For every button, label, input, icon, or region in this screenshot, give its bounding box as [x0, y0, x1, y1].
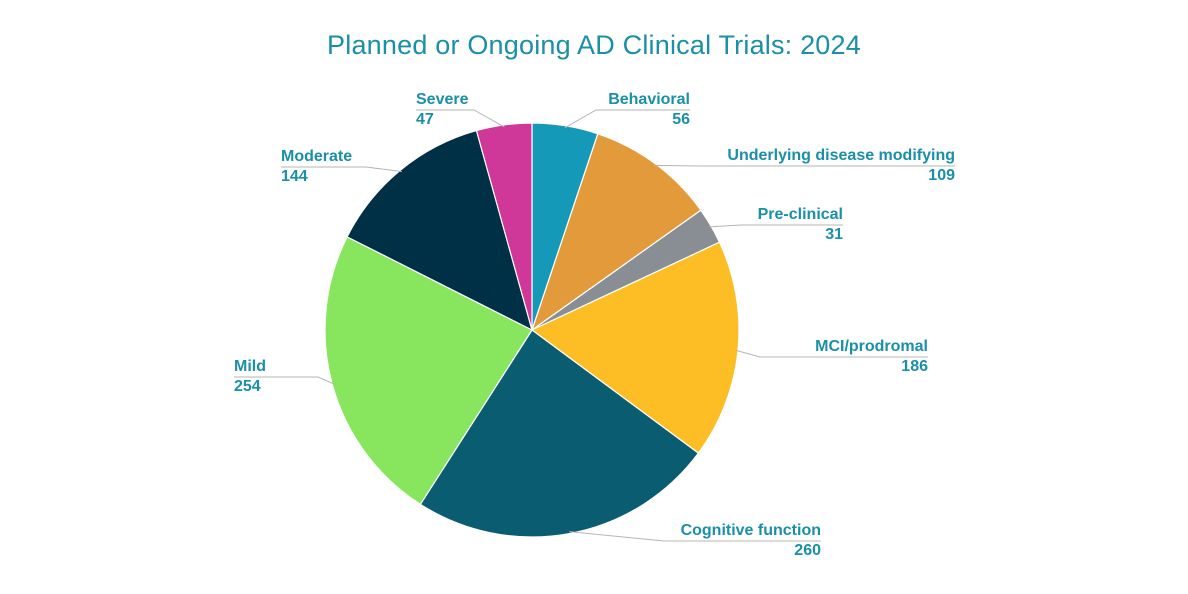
slice-label-severe: Severe — [416, 91, 469, 108]
pie-slice-severe — [475, 122, 533, 331]
pie-slice-moderate — [346, 129, 533, 332]
leader-line-underlying-disease-modifying — [654, 164, 955, 167]
leader-line-mci-prodromal — [735, 349, 928, 358]
pie-slice-cognitive-function — [419, 329, 700, 538]
slice-label-mci-prodromal: MCI/prodromal — [815, 338, 928, 355]
leader-line-behavioral — [564, 109, 690, 129]
slice-label-underlying-disease-modifying: Underlying disease modifying — [727, 147, 955, 164]
slice-value-severe: 47 — [416, 111, 434, 128]
leader-line-moderate — [281, 166, 402, 173]
slice-label-behavioral: Behavioral — [608, 91, 690, 108]
slice-value-moderate: 144 — [281, 168, 308, 185]
slice-value-behavioral: 56 — [672, 111, 690, 128]
slice-label-moderate: Moderate — [281, 148, 352, 165]
leader-line-cognitive-function — [569, 531, 821, 542]
slice-label-pre-clinical: Pre-clinical — [758, 206, 843, 223]
pie-slice-mild — [324, 236, 533, 506]
slice-value-mild: 254 — [234, 378, 261, 395]
slice-value-mci-prodromal: 186 — [901, 358, 928, 375]
pie-slice-underlying-disease-modifying — [530, 132, 702, 332]
chart-title: Planned or Ongoing AD Clinical Trials: 2… — [327, 30, 861, 60]
leader-line-mild — [234, 376, 335, 385]
slice-value-pre-clinical: 31 — [825, 226, 843, 243]
slice-label-cognitive-function: Cognitive function — [681, 522, 821, 539]
slice-label-mild: Mild — [234, 358, 266, 375]
slice-value-cognitive-function: 260 — [794, 542, 821, 559]
slice-value-underlying-disease-modifying: 109 — [928, 167, 955, 184]
leader-line-severe — [416, 109, 505, 128]
leader-line-pre-clinical — [709, 224, 843, 228]
